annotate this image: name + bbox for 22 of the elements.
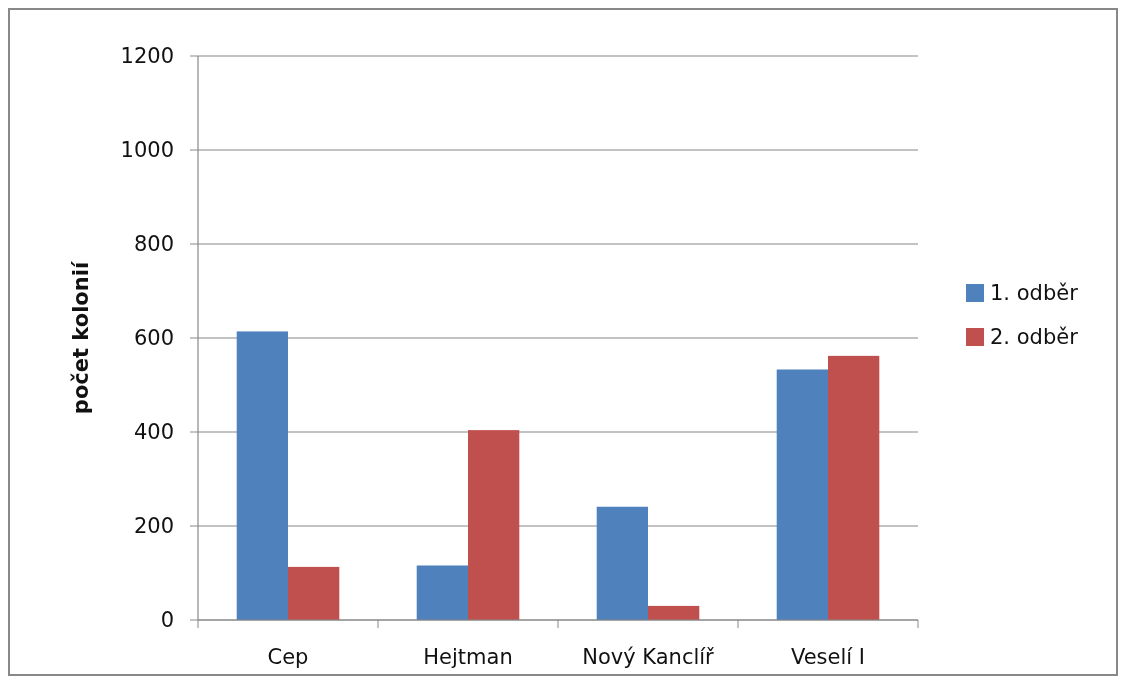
bar	[776, 369, 828, 620]
bar	[288, 566, 340, 620]
bar	[236, 331, 288, 620]
y-tick-label: 800	[133, 232, 174, 257]
bar	[828, 355, 880, 620]
bar	[648, 605, 700, 620]
y-tick-label: 1000	[120, 138, 174, 163]
bar	[596, 506, 648, 620]
y-tick-label: 600	[133, 326, 174, 351]
bar	[416, 565, 468, 620]
bar	[468, 430, 520, 620]
x-tick-label: Cep	[267, 645, 309, 669]
legend-label: 2. odběr	[990, 325, 1079, 350]
y-tick-label: 200	[133, 514, 174, 539]
x-tick-label: Nový Kanclíř	[582, 645, 715, 669]
x-tick-label: Veselí I	[790, 645, 866, 669]
x-tick-label: Hejtman	[423, 645, 513, 669]
y-tick-label: 400	[133, 420, 174, 445]
legend-label: 1. odběr	[990, 281, 1079, 306]
y-tick-label: 0	[160, 608, 174, 633]
y-tick-label: 1200	[120, 44, 174, 69]
y-axis-title: počet kolonií	[69, 260, 93, 415]
